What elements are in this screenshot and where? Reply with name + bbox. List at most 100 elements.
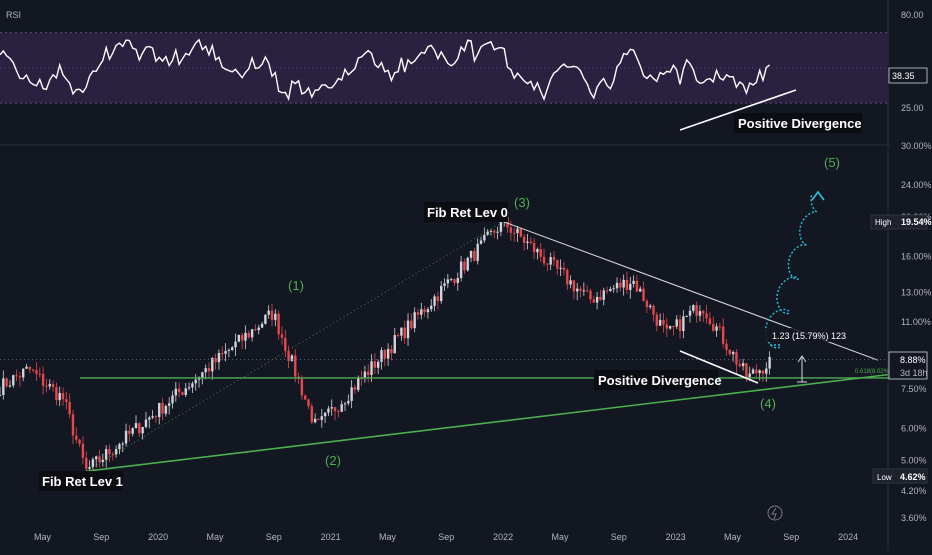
candle-body [277, 313, 280, 335]
candle-body [652, 305, 655, 315]
candle-body [340, 404, 343, 412]
candle-body [267, 310, 270, 315]
candle-body [396, 335, 400, 337]
candle-body [98, 456, 101, 462]
time-tick: Sep [93, 532, 109, 542]
projection-path [764, 194, 817, 349]
candle-body [469, 250, 473, 258]
candle-body [635, 280, 639, 292]
candle-body [741, 363, 745, 367]
candle-body [582, 290, 586, 292]
candle-body [383, 350, 387, 359]
candle-body [708, 318, 712, 325]
candle-body [158, 402, 161, 418]
candle-body [171, 395, 174, 404]
candle-body [154, 416, 158, 418]
candle-body [174, 388, 178, 396]
candle-body [38, 373, 42, 375]
candle-body [526, 241, 529, 243]
candle-body [715, 326, 718, 331]
price-divergence-label: Positive Divergence [598, 373, 722, 388]
candle-body [731, 352, 735, 355]
rsi-tick: 25.00 [901, 103, 924, 113]
candle-body [738, 364, 741, 367]
candle-body [453, 279, 456, 283]
candle-body [327, 408, 330, 413]
candle-body [745, 363, 748, 378]
candle-body [111, 454, 114, 456]
candle-body [207, 368, 211, 372]
candle-body [400, 327, 403, 336]
candle-body [605, 290, 609, 292]
candle-body [592, 299, 595, 303]
candle-body [85, 457, 88, 469]
candle-body [78, 439, 81, 444]
candle-body [91, 459, 95, 468]
candle-body [390, 349, 393, 354]
candle-body [479, 240, 483, 244]
candle-body [619, 282, 622, 288]
candle-body [141, 426, 144, 434]
candle-body [642, 288, 645, 301]
high-tag-label: High [875, 218, 891, 227]
candle-body [41, 373, 45, 386]
candle-body [698, 311, 702, 316]
candle-body [459, 261, 463, 279]
fib-label-box [39, 471, 123, 491]
candle-body [247, 332, 250, 338]
candle-body [81, 443, 85, 458]
candle-body [556, 259, 559, 269]
wave-label: (5) [824, 155, 840, 170]
candle-body [260, 323, 264, 328]
candle-body [413, 312, 416, 329]
candle-body [367, 371, 370, 376]
candle-body [184, 388, 187, 395]
candle-body [71, 414, 75, 436]
candle-body [423, 309, 426, 313]
candle-body [645, 300, 649, 308]
candle-body [68, 402, 71, 415]
candle-body [151, 416, 154, 418]
candle-body [244, 332, 247, 341]
candle-body [430, 305, 433, 310]
candle-body [721, 326, 725, 344]
candle-body [599, 296, 602, 300]
candle-body [214, 357, 217, 363]
candle-body [25, 366, 28, 369]
candles [0, 209, 771, 478]
candle-body [609, 288, 612, 292]
candle-body [629, 283, 632, 290]
candle-body [393, 335, 396, 354]
candle-body [529, 241, 532, 243]
candle-body [509, 227, 513, 233]
candle-body [134, 423, 138, 429]
candle-body [250, 329, 254, 338]
candle-body [655, 314, 659, 326]
candle-body [579, 288, 582, 291]
fib-dotted-line [86, 221, 504, 472]
candle-body [227, 349, 231, 351]
candle-body [164, 405, 168, 414]
candle-body [665, 324, 668, 329]
candle-body [313, 418, 317, 423]
candle-body [685, 315, 688, 317]
rsi-tick: 80.00 [901, 10, 924, 20]
candle-body [343, 403, 347, 405]
candle-body [12, 375, 15, 386]
candle-body [416, 312, 420, 315]
candle-body [755, 369, 758, 374]
candle-body [768, 357, 771, 369]
candle-body [668, 326, 672, 329]
price-tick: 5.00% [901, 455, 927, 465]
candle-body [473, 250, 476, 261]
candle-body [569, 280, 572, 285]
measure-box [761, 328, 839, 342]
candle-body [589, 290, 592, 300]
candle-body [15, 375, 18, 377]
high-tag-value: 19.54% [901, 217, 932, 227]
candle-body [420, 309, 423, 315]
candle-body [353, 387, 357, 390]
rsi-value-box [888, 67, 928, 84]
candle-body [765, 368, 768, 374]
candle-body [648, 305, 652, 308]
